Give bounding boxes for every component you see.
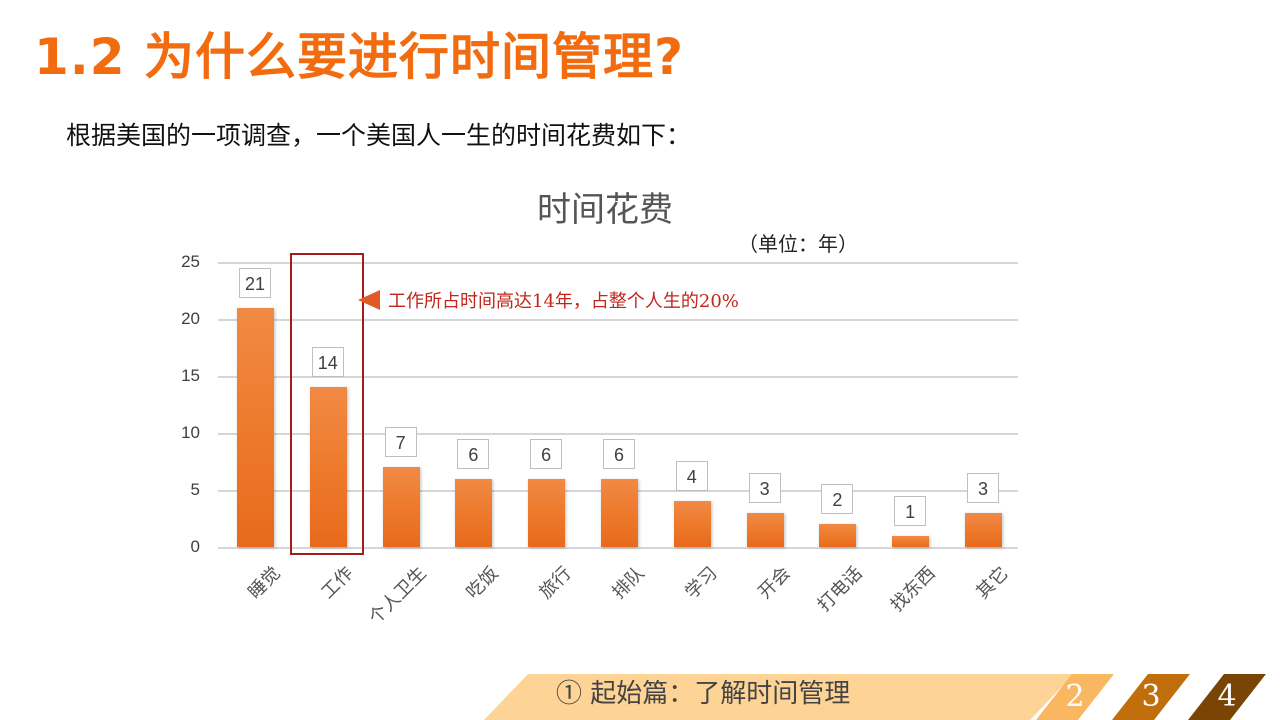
data-label: 14 [311, 347, 344, 378]
bar [892, 535, 930, 547]
annotation-callout: 工作所占时间高达14年，占整个人生的20% [358, 287, 739, 313]
y-tick-label: 10 [181, 423, 200, 442]
data-label: 6 [603, 438, 635, 469]
bar [965, 512, 1002, 547]
chart-unit-label: （单位：年） [738, 232, 858, 256]
section-label: ① 起始篇：了解时间管理 [556, 679, 851, 709]
bar [382, 467, 420, 547]
highlight-box-work [290, 253, 364, 555]
data-label: 6 [530, 438, 563, 469]
gridline [218, 319, 1018, 321]
gridline [218, 262, 1018, 264]
x-axis-label: 吃饭 [462, 562, 504, 604]
left-arrow-icon [358, 290, 380, 310]
x-axis-label: 其它 [972, 562, 1013, 604]
bar [528, 478, 566, 547]
annotation-text: 工作所占时间高达14年，占整个人生的20% [388, 291, 739, 312]
y-tick-label: 15 [181, 366, 200, 385]
gridline [218, 376, 1018, 378]
page-nav-4[interactable]: 4 [1188, 674, 1266, 720]
gridline [218, 547, 1018, 549]
bar [673, 501, 711, 547]
bar [455, 478, 493, 547]
data-label: 3 [967, 472, 999, 503]
y-tick-label: 5 [190, 480, 200, 499]
data-label: 3 [748, 472, 781, 503]
x-axis-label: 开会 [753, 562, 795, 604]
y-tick-label: 20 [181, 309, 200, 328]
bar [819, 524, 857, 547]
data-label: 6 [457, 438, 490, 469]
bar [746, 512, 784, 547]
section-banner [484, 674, 1074, 720]
x-axis-label: 学习 [681, 562, 722, 604]
data-label: 21 [239, 267, 271, 298]
x-axis-label: 睡觉 [244, 562, 285, 604]
page-nav-3[interactable]: 3 [1112, 674, 1190, 720]
x-axis-label: 个人卫生 [364, 562, 431, 629]
bar [601, 478, 638, 547]
bar [237, 307, 274, 547]
data-label: 1 [894, 495, 927, 526]
gridline [218, 433, 1018, 435]
y-tick-label: 0 [190, 537, 200, 556]
x-axis-label: 工作 [317, 562, 358, 604]
data-label: 2 [821, 484, 854, 515]
data-label: 7 [384, 427, 417, 458]
x-axis-label: 排队 [608, 562, 649, 604]
x-axis-label: 找东西 [886, 562, 940, 616]
bar [309, 387, 347, 547]
footer-bar: ① 起始篇：了解时间管理 2 3 4 [0, 674, 1280, 720]
page-title: 1.2 为什么要进行时间管理? [34, 28, 684, 86]
y-tick-label: 25 [181, 252, 200, 271]
chart-title: 时间花费 [537, 190, 673, 230]
x-axis-label: 打电话 [814, 562, 868, 616]
data-label: 4 [675, 461, 708, 492]
x-axis-label: 旅行 [535, 562, 576, 604]
page-subtitle: 根据美国的一项调查，一个美国人一生的时间花费如下： [66, 121, 692, 150]
